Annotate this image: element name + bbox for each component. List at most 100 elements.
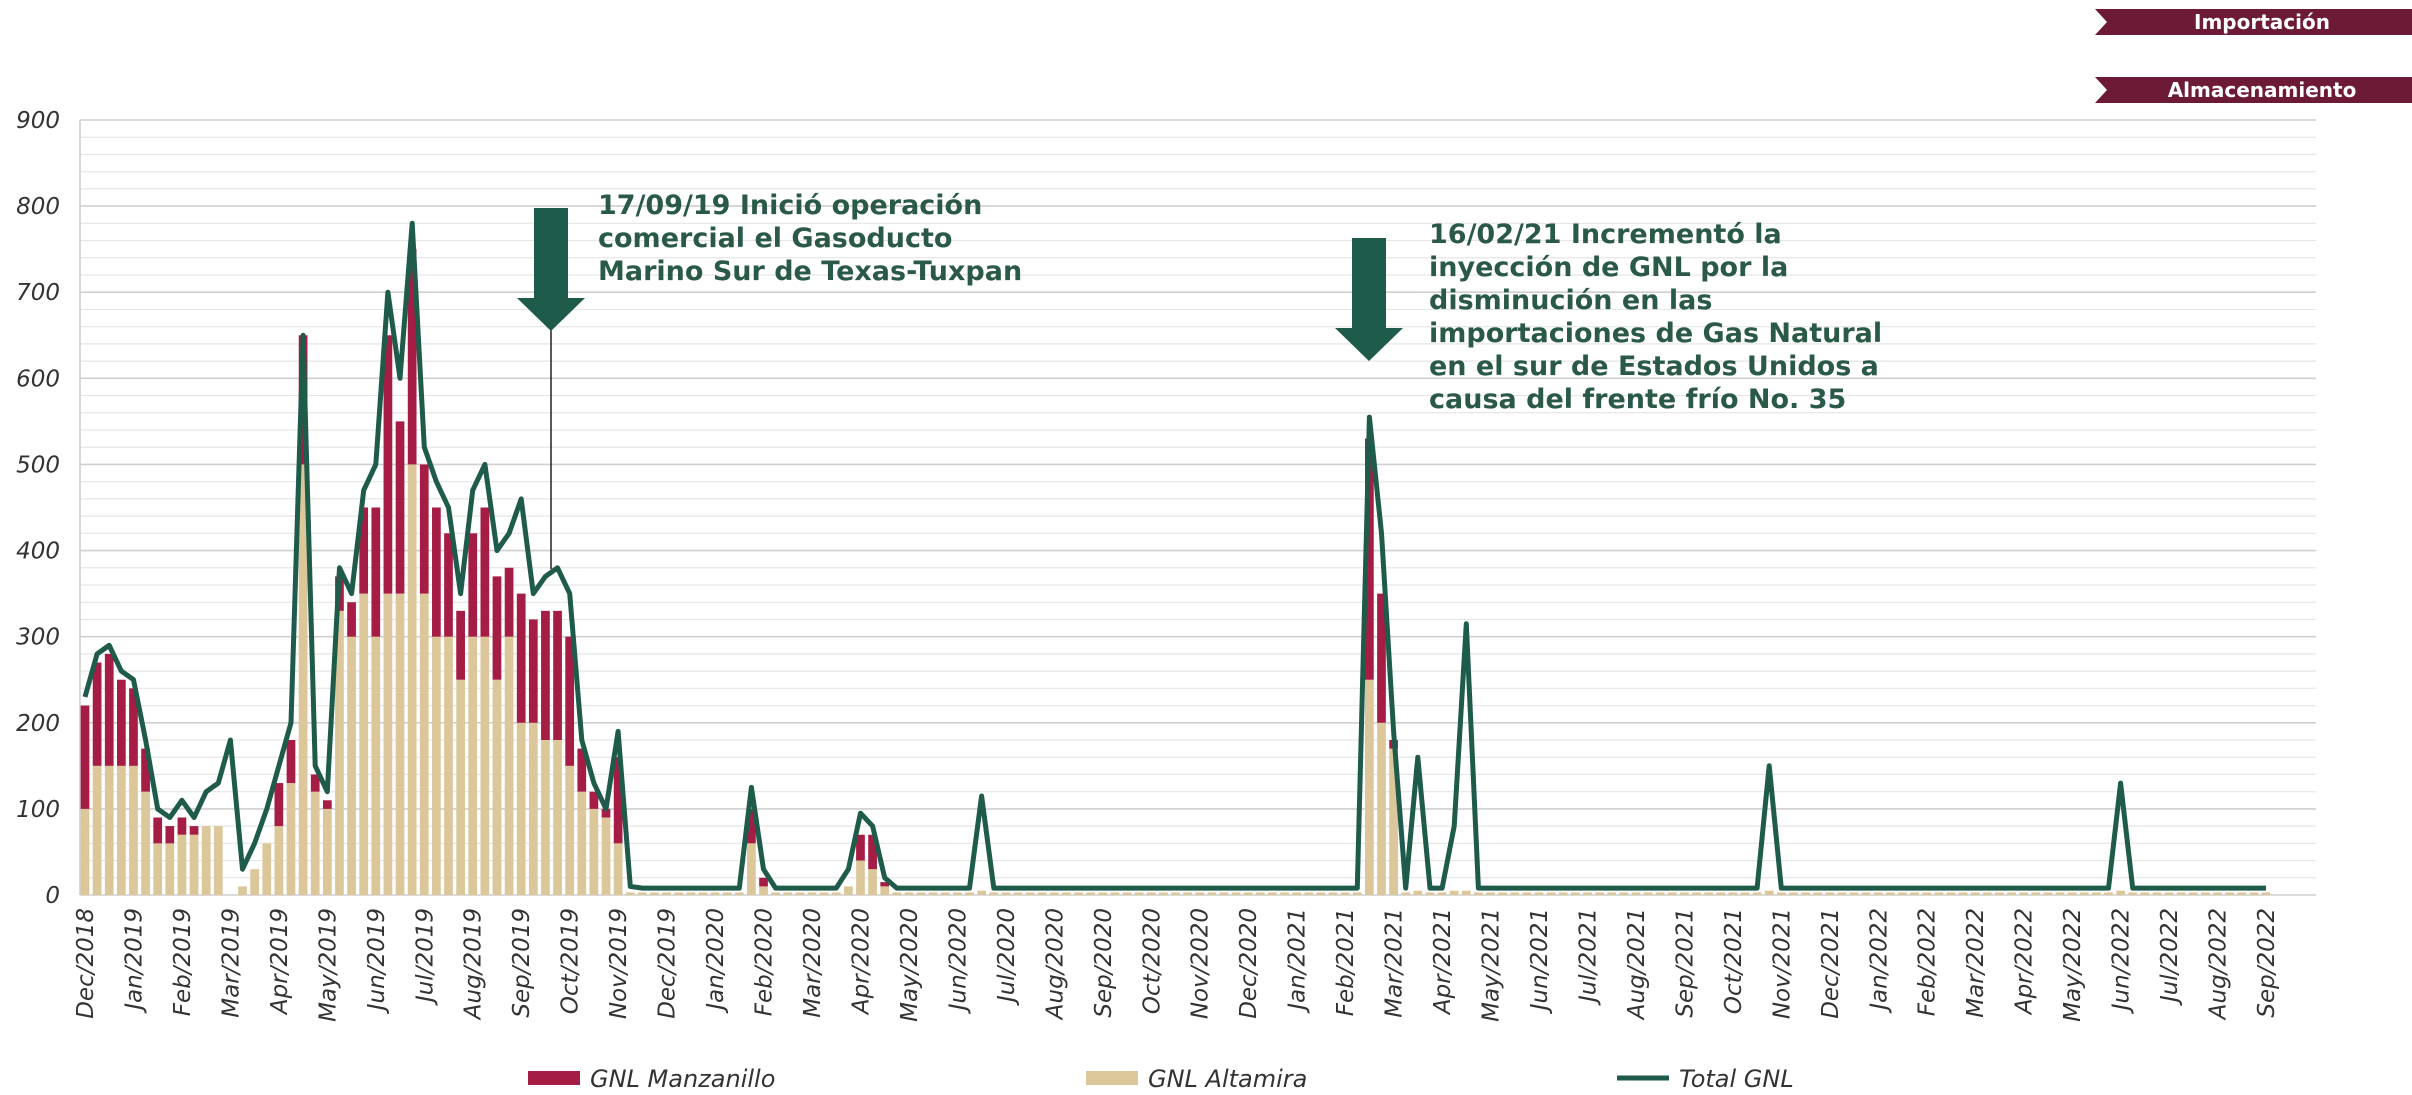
bar-segment <box>383 335 393 594</box>
bar-segment <box>638 892 647 895</box>
bar-segment <box>965 892 974 895</box>
bar-segment <box>1340 892 1350 895</box>
bar-segment <box>1752 892 1762 895</box>
x-tick-label: Feb/2022 <box>1915 908 1941 1016</box>
y-tick-label: 300 <box>16 625 60 651</box>
nav-ribbon[interactable] <box>2095 77 2412 103</box>
bar-segment <box>116 765 126 895</box>
bar-segment <box>2128 892 2138 895</box>
x-tick-label: Aug/2019 <box>461 908 487 1021</box>
bar-segment <box>1049 892 1059 895</box>
bar-segment <box>92 662 102 766</box>
bar-segment <box>468 636 478 895</box>
bar-segment <box>104 765 114 895</box>
bar-segment <box>1607 892 1617 895</box>
bar-segment <box>371 636 381 895</box>
y-tick-label: 100 <box>16 797 60 823</box>
bar-segment <box>432 507 441 637</box>
bar-segment <box>856 834 865 861</box>
bar-segment <box>2176 892 2186 895</box>
bar-segment <box>843 886 853 895</box>
annotation: disminución en las <box>1429 285 1712 316</box>
bar-segment <box>80 808 90 895</box>
nav-ribbon[interactable] <box>2095 9 2412 35</box>
bar-segment <box>189 834 199 895</box>
x-tick-label: Jan/2020 <box>703 908 729 1014</box>
bar-segment <box>1570 892 1580 895</box>
bar-segment <box>407 249 417 465</box>
x-tick-label: May/2022 <box>2060 908 2086 1022</box>
bar-segment <box>2213 892 2222 895</box>
nav-button[interactable]: Importación <box>2194 10 2330 34</box>
annotation: importaciones de Gas Natural <box>1429 318 1882 349</box>
x-tick-label: Sep/2019 <box>509 908 535 1018</box>
bar-segment <box>601 817 611 895</box>
bar-segment <box>613 843 623 895</box>
bar-segment <box>722 892 732 895</box>
bar-segment <box>153 843 163 895</box>
x-tick-label: Jan/2019 <box>121 908 147 1014</box>
x-tick-label: May/2020 <box>897 908 923 1022</box>
bar-segment <box>516 722 526 895</box>
bar-segment <box>940 892 950 895</box>
bar-segment <box>698 892 708 895</box>
bar-segment <box>310 791 320 895</box>
bar-segment <box>734 892 744 895</box>
bar-segment <box>2007 892 2016 895</box>
x-tick-label: Jul/2022 <box>2157 908 2183 1006</box>
bar-segment <box>468 533 478 637</box>
bar-segment <box>286 740 296 784</box>
bar-segment <box>553 610 562 740</box>
bar-segment <box>1910 892 1919 895</box>
bar-segment <box>1474 892 1483 895</box>
bar-segment <box>904 892 914 895</box>
bar-segment <box>1837 892 1847 895</box>
bar-segment <box>129 688 138 766</box>
bar-segment <box>1013 892 1023 895</box>
x-tick-label: Mar/2021 <box>1382 908 1408 1018</box>
x-tick-label: Dec/2019 <box>655 908 681 1019</box>
annotation: inyección de GNL por la <box>1429 252 1788 283</box>
bar-segment <box>928 892 938 895</box>
x-tick-label: Nov/2019 <box>606 908 632 1019</box>
bar-segment <box>322 800 332 809</box>
x-tick-label: Jul/2020 <box>994 908 1020 1006</box>
nav-button[interactable]: Almacenamiento <box>2168 78 2357 102</box>
bar-segment <box>1886 892 1895 895</box>
bar-segment <box>2092 892 2101 895</box>
x-tick-label: Apr/2022 <box>2012 908 2038 1016</box>
bar-segment <box>1413 890 1423 895</box>
legend-label: GNL Altamira <box>1148 1065 1307 1090</box>
annotation: comercial el Gasoducto <box>598 223 952 254</box>
bar-segment <box>1231 892 1241 895</box>
bar-segment <box>347 636 356 895</box>
annotation: 16/02/21 Incrementó la <box>1429 219 1782 250</box>
bar-segment <box>213 826 223 895</box>
bar-segment <box>892 892 902 895</box>
bar-segment <box>141 748 150 792</box>
bar-segment <box>565 765 575 895</box>
x-tick-label: Feb/2020 <box>752 908 778 1016</box>
bar-segment <box>1631 892 1641 895</box>
x-tick-label: Dec/2018 <box>73 908 99 1019</box>
bar-segment <box>262 843 272 895</box>
bar-segment <box>1159 892 1168 895</box>
bar-segment <box>1001 892 1011 895</box>
x-tick-label: Apr/2020 <box>848 908 874 1016</box>
y-tick-label: 200 <box>16 711 60 737</box>
y-tick-label: 600 <box>16 366 60 392</box>
bar-segment <box>662 892 671 895</box>
bar-segment <box>650 892 659 895</box>
y-tick-label: 0 <box>45 883 60 909</box>
bar-segment <box>1171 892 1180 895</box>
y-tick-label: 700 <box>16 280 60 306</box>
bar-segment <box>322 808 332 895</box>
bar-segment <box>2261 892 2271 895</box>
bar-segment <box>1692 892 1701 895</box>
x-tick-label: Sep/2021 <box>1672 908 1698 1018</box>
bar-segment <box>1365 438 1374 680</box>
bar-segment <box>1861 892 1871 895</box>
x-tick-label: Oct/2020 <box>1139 908 1165 1014</box>
annotation-arrow <box>517 208 585 331</box>
